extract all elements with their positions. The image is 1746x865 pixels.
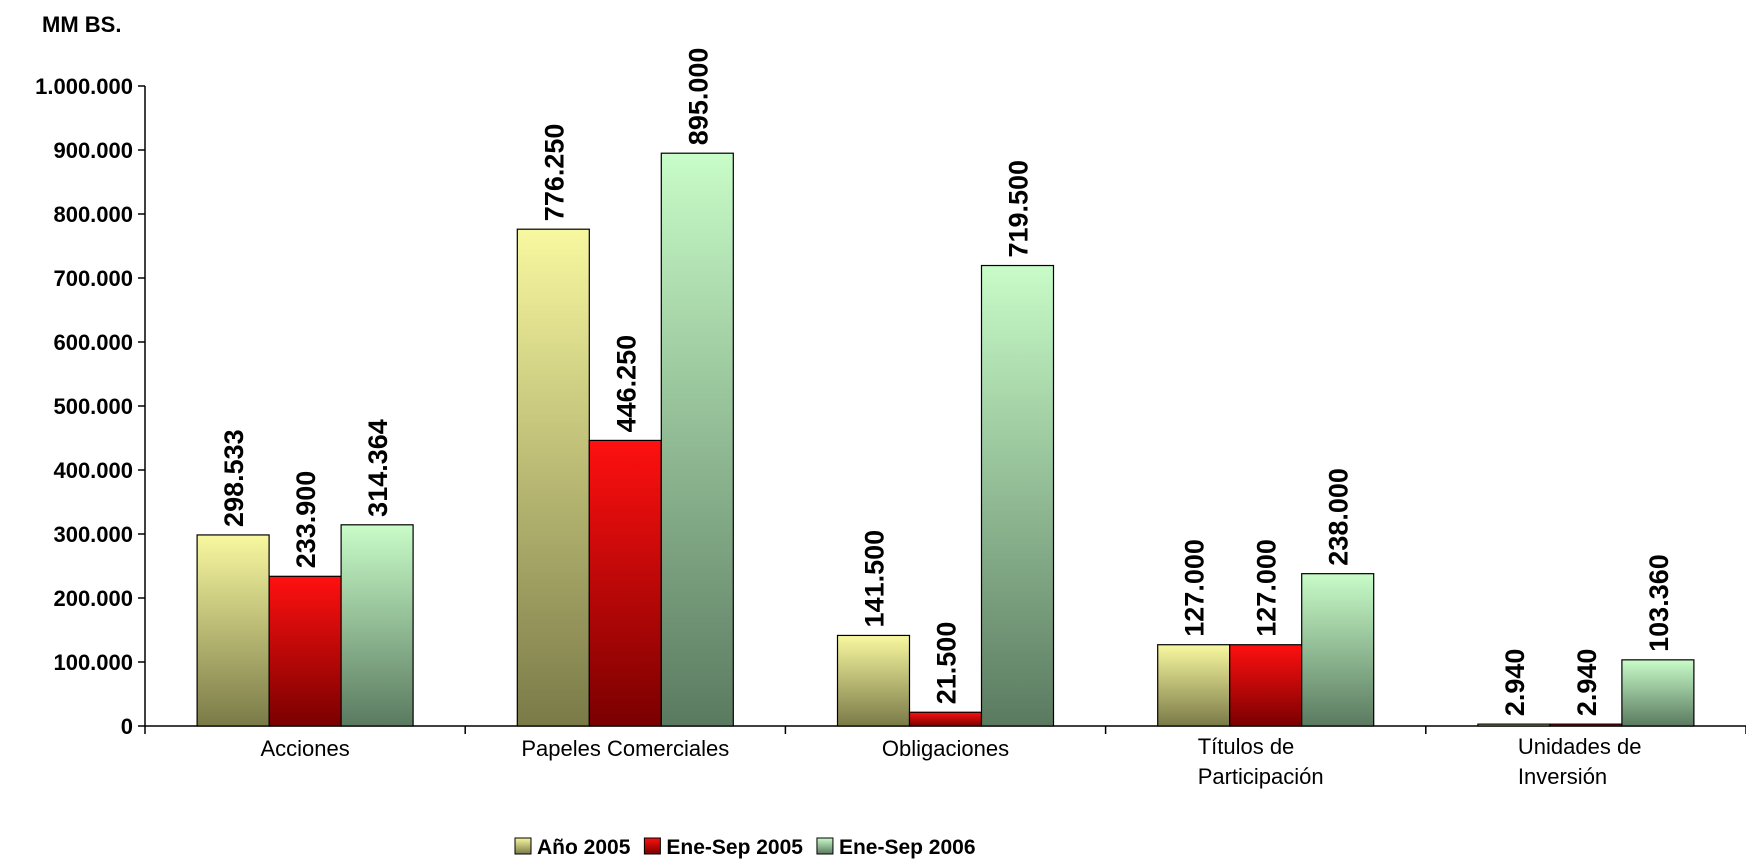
y-tick-label: 400.000 — [53, 458, 133, 483]
y-tick-label: 800.000 — [53, 202, 133, 227]
data-label: 103.360 — [1644, 554, 1674, 652]
bar — [1229, 644, 1303, 727]
data-label: 446.250 — [611, 335, 641, 433]
x-tick-label: Acciones — [260, 736, 349, 761]
y-tick-label: 0 — [121, 714, 133, 739]
data-label: 233.900 — [291, 471, 321, 569]
data-label: 238.000 — [1324, 468, 1354, 566]
bar — [1549, 723, 1623, 727]
bar — [836, 634, 911, 727]
bar — [1157, 644, 1231, 727]
bar — [908, 711, 983, 727]
data-label: 314.364 — [363, 419, 393, 517]
y-tick-label: 500.000 — [53, 394, 133, 419]
bar — [1621, 659, 1695, 727]
legend: Año 2005 Ene-Sep 2005 Ene-Sep 2006 — [514, 836, 976, 859]
data-label: 141.500 — [860, 530, 890, 628]
legend-label: Año 2005 — [537, 836, 631, 859]
data-label: 776.250 — [539, 124, 569, 222]
data-label: 895.000 — [683, 48, 713, 146]
data-label: 127.000 — [1180, 539, 1210, 637]
bar — [1301, 573, 1375, 727]
bar — [660, 152, 734, 727]
legend-swatch — [816, 837, 834, 855]
bar — [196, 534, 270, 727]
data-label: 719.500 — [1004, 160, 1034, 258]
data-label: 21.500 — [932, 622, 962, 705]
bar — [268, 575, 342, 727]
x-tick-label: Unidades de Inversión — [1518, 734, 1642, 789]
data-label: 2.940 — [1500, 649, 1530, 717]
plot-area: 0 100.000 200.000 300.000 400.000 500.000 600.… — [35, 48, 1746, 789]
x-tick-label: Papeles Comerciales — [521, 736, 729, 761]
bar — [516, 228, 590, 727]
y-tick-label: 600.000 — [53, 330, 133, 355]
y-tick-label: 700.000 — [53, 266, 133, 291]
y-tick-label: 1.000.000 — [35, 74, 133, 99]
y-tick-label: 100.000 — [53, 650, 133, 675]
y-tick-label: 300.000 — [53, 522, 133, 547]
legend-label: Ene-Sep 2006 — [839, 836, 976, 859]
data-label: 2.940 — [1572, 649, 1602, 717]
x-tick-label: Obligaciones — [882, 736, 1009, 761]
bar — [340, 524, 414, 727]
bar — [1477, 723, 1551, 727]
bar — [588, 439, 662, 727]
legend-swatch — [643, 837, 661, 855]
y-tick-label: 200.000 — [53, 586, 133, 611]
y-axis-label: MM BS. — [42, 12, 121, 37]
legend-label: Ene-Sep 2005 — [666, 836, 803, 859]
data-label: 298.533 — [219, 429, 249, 527]
bar — [980, 264, 1055, 727]
data-label: 127.000 — [1252, 539, 1282, 637]
legend-swatch — [514, 837, 532, 855]
x-tick-label: Títulos de Participación — [1198, 734, 1324, 789]
y-tick-label: 900.000 — [53, 138, 133, 163]
